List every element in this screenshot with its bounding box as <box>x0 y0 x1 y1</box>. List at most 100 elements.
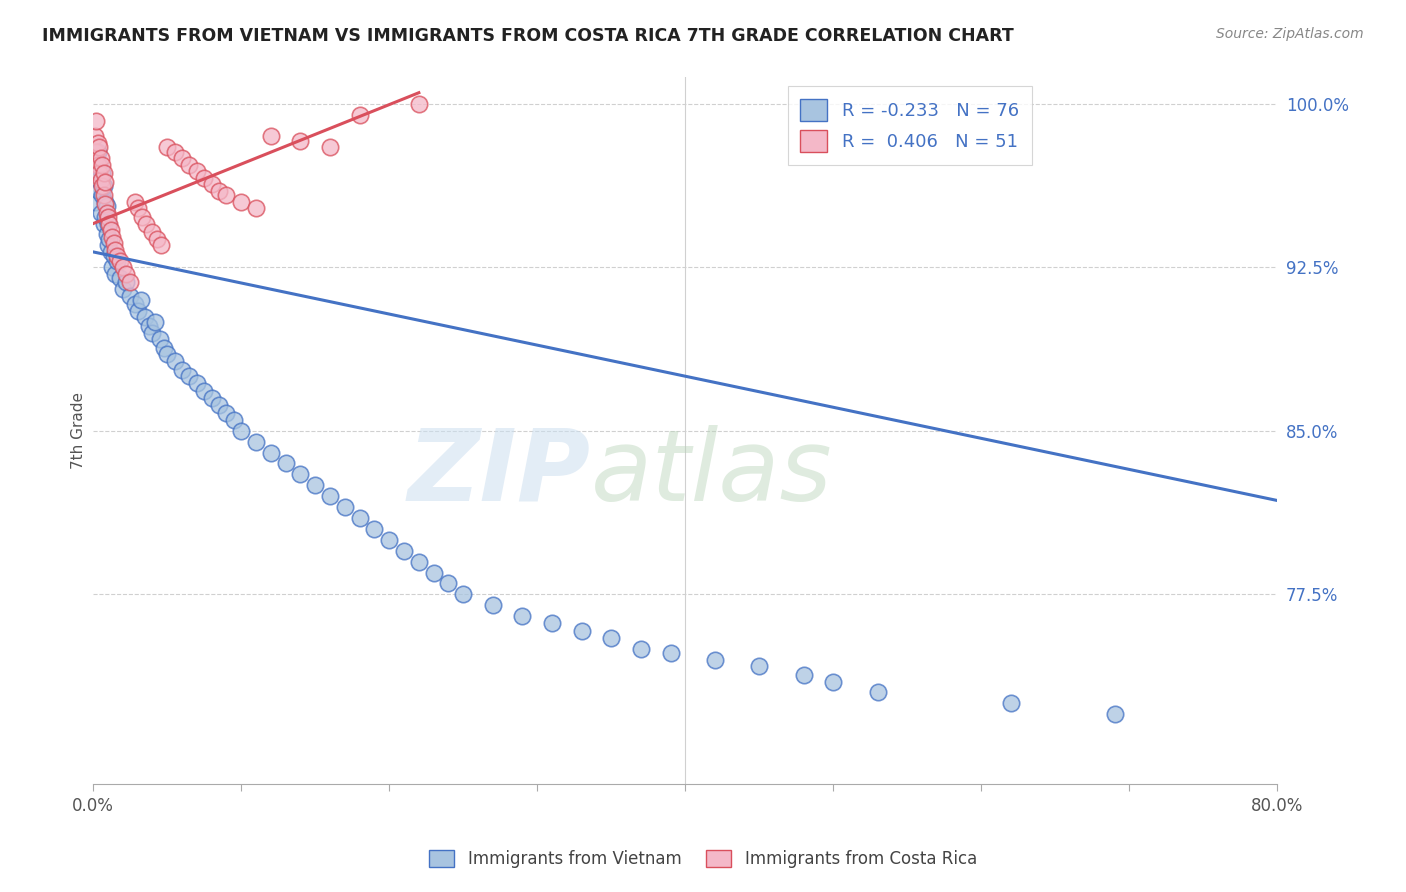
Point <box>105 253 128 268</box>
Point <box>571 624 593 639</box>
Point <box>87 184 110 198</box>
Point <box>659 646 682 660</box>
Point <box>143 315 166 329</box>
Point <box>1104 707 1126 722</box>
Point <box>96 205 118 219</box>
Point <box>141 326 163 340</box>
Point <box>86 173 108 187</box>
Point <box>260 129 283 144</box>
Point <box>97 238 120 252</box>
Point <box>163 145 186 159</box>
Point <box>153 341 176 355</box>
Point <box>94 175 117 189</box>
Point <box>186 376 208 390</box>
Point <box>114 267 136 281</box>
Point <box>91 166 114 180</box>
Point <box>93 188 115 202</box>
Point <box>319 140 342 154</box>
Point <box>111 260 134 275</box>
Point <box>1000 697 1022 711</box>
Point <box>138 319 160 334</box>
Point <box>127 303 149 318</box>
Point <box>90 205 112 219</box>
Text: IMMIGRANTS FROM VIETNAM VS IMMIGRANTS FROM COSTA RICA 7TH GRADE CORRELATION CHAR: IMMIGRANTS FROM VIETNAM VS IMMIGRANTS FR… <box>42 27 1014 45</box>
Point <box>86 158 108 172</box>
Point <box>97 210 120 224</box>
Point <box>91 179 114 194</box>
Point <box>131 210 153 224</box>
Point <box>215 406 238 420</box>
Point <box>83 129 105 144</box>
Point <box>170 362 193 376</box>
Point <box>482 599 505 613</box>
Point <box>222 413 245 427</box>
Point <box>201 178 224 192</box>
Point <box>98 217 121 231</box>
Point <box>103 236 125 251</box>
Point <box>260 445 283 459</box>
Point <box>111 282 134 296</box>
Text: atlas: atlas <box>591 425 832 522</box>
Point <box>96 199 118 213</box>
Point <box>408 96 430 111</box>
Point <box>86 145 108 159</box>
Point <box>349 107 371 121</box>
Point <box>83 151 105 165</box>
Point <box>94 194 117 209</box>
Point <box>94 197 117 211</box>
Point <box>541 615 564 630</box>
Point <box>193 170 215 185</box>
Point <box>86 136 108 150</box>
Point <box>150 238 173 252</box>
Point <box>97 217 120 231</box>
Point <box>215 188 238 202</box>
Point <box>84 162 107 177</box>
Point <box>103 249 125 263</box>
Point <box>333 500 356 514</box>
Point <box>146 232 169 246</box>
Point <box>245 434 267 449</box>
Point <box>156 347 179 361</box>
Point <box>866 685 889 699</box>
Point <box>93 217 115 231</box>
Point <box>98 232 121 246</box>
Text: Source: ZipAtlas.com: Source: ZipAtlas.com <box>1216 27 1364 41</box>
Point <box>100 223 122 237</box>
Point <box>170 151 193 165</box>
Point <box>104 267 127 281</box>
Point <box>193 384 215 399</box>
Legend: R = -0.233   N = 76, R =  0.406   N = 51: R = -0.233 N = 76, R = 0.406 N = 51 <box>787 87 1032 165</box>
Point <box>186 164 208 178</box>
Legend: Immigrants from Vietnam, Immigrants from Costa Rica: Immigrants from Vietnam, Immigrants from… <box>422 843 984 875</box>
Point <box>703 653 725 667</box>
Point <box>91 188 114 202</box>
Point <box>179 369 201 384</box>
Point <box>793 668 815 682</box>
Point <box>231 194 253 209</box>
Point <box>290 134 312 148</box>
Point <box>101 229 124 244</box>
Point <box>156 140 179 154</box>
Y-axis label: 7th Grade: 7th Grade <box>72 392 86 469</box>
Point <box>600 631 623 645</box>
Point <box>108 271 131 285</box>
Point <box>120 288 142 302</box>
Point <box>90 173 112 187</box>
Point <box>124 194 146 209</box>
Point <box>94 210 117 224</box>
Point <box>392 543 415 558</box>
Point <box>823 674 845 689</box>
Point <box>208 398 231 412</box>
Point <box>124 297 146 311</box>
Point <box>290 467 312 482</box>
Point <box>319 489 342 503</box>
Point <box>87 158 110 172</box>
Point <box>100 244 122 259</box>
Point <box>87 166 110 180</box>
Point <box>512 609 534 624</box>
Point <box>408 555 430 569</box>
Point <box>179 158 201 172</box>
Point <box>748 659 770 673</box>
Point <box>93 179 115 194</box>
Point <box>630 641 652 656</box>
